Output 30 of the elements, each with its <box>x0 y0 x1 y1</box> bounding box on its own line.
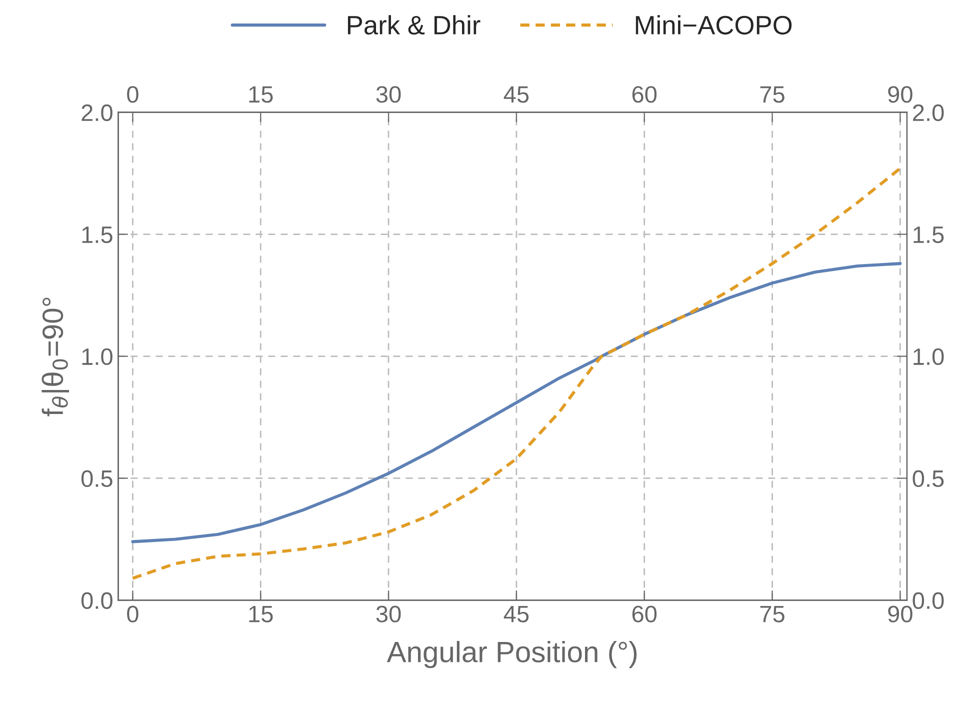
x-tick-label: 75 <box>760 606 784 622</box>
line-series <box>131 166 902 580</box>
x-tick-label: 90 <box>888 606 912 622</box>
y-tick-label: 0.0 <box>81 592 112 609</box>
y2-tick-label: 0.0 <box>912 592 944 609</box>
y-axis-title: f$_{θ}$|θ$_{0}$=90° <box>42 298 70 416</box>
y-tick-label: 2.0 <box>82 104 112 122</box>
y2-tick-label: 0.5 <box>912 470 944 488</box>
x2-tick-label: 30 <box>376 86 401 103</box>
x-tick-label: 15 <box>249 606 273 622</box>
x-tick-label: 60 <box>632 606 657 622</box>
x-tick-label: 0 <box>127 606 138 622</box>
y-tick-label: 1.5 <box>82 226 112 244</box>
legend-label: Park & Dhir <box>348 15 480 35</box>
x2-tick-label: 45 <box>504 86 529 103</box>
y2-tick-label: 1.0 <box>914 348 944 366</box>
x2-tick-label: 15 <box>249 86 273 103</box>
legend-label: Mini−ACOPO <box>636 15 792 35</box>
y2-tick-label: 1.5 <box>914 226 944 244</box>
line-series <box>131 262 902 544</box>
y2-tick-label: 2.0 <box>913 104 944 122</box>
x-tick-label: 30 <box>376 606 401 622</box>
y-tick-label: 1.0 <box>82 348 112 366</box>
x2-tick-label: 60 <box>632 86 657 103</box>
x2-tick-label: 90 <box>888 86 912 103</box>
y-tick-label: 0.5 <box>81 470 112 488</box>
x-tick-label: 45 <box>504 606 529 622</box>
x2-tick-label: 75 <box>760 86 784 103</box>
x-axis-title: Angular Position (°) <box>386 640 637 668</box>
x2-tick-label: 0 <box>127 86 138 103</box>
